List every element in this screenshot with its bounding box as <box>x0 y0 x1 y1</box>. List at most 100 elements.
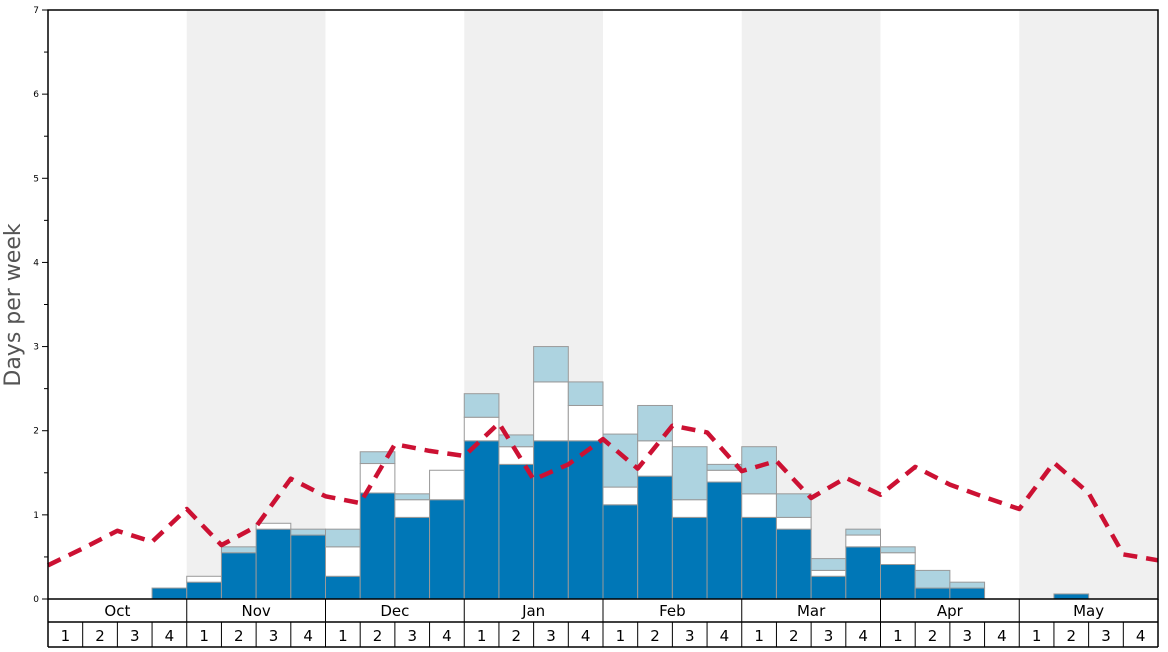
bar-segment <box>359 451 396 465</box>
week-label: 1 <box>61 627 71 645</box>
week-label: 4 <box>581 627 591 645</box>
bar-segment <box>706 481 743 600</box>
month-label: Oct <box>104 602 130 620</box>
bar-segment <box>845 528 881 536</box>
month-label: Nov <box>241 602 270 620</box>
week-label: 4 <box>303 627 313 645</box>
bar-segment <box>533 381 569 442</box>
bar-segment <box>567 440 604 600</box>
week-label: 4 <box>858 627 868 645</box>
week-label: 1 <box>616 627 626 645</box>
month-bands <box>186 10 1158 599</box>
bar-segment <box>463 393 500 418</box>
bar-segment <box>671 516 708 600</box>
y-tick-label: 0 <box>33 595 39 605</box>
bar-segment <box>880 546 916 554</box>
bar-segment <box>671 499 708 518</box>
bar-segment <box>463 440 500 600</box>
bar-segment <box>741 516 777 600</box>
week-label: 3 <box>685 627 695 645</box>
y-tick-label: 3 <box>33 343 39 353</box>
y-tick-label: 4 <box>33 258 39 268</box>
bar-segment <box>290 528 326 536</box>
week-label: 4 <box>165 627 175 645</box>
y-axis-label: Days per week <box>1 223 26 386</box>
line-series-path <box>47 420 1159 568</box>
week-label: 3 <box>824 627 834 645</box>
week-label: 1 <box>754 627 764 645</box>
month-band <box>186 10 326 599</box>
bar-segment <box>671 446 708 501</box>
bar-segment <box>255 528 292 600</box>
month-label: Feb <box>659 602 686 620</box>
bar-segment <box>498 463 535 600</box>
bar-segment <box>810 569 847 577</box>
bar-segment <box>775 528 812 600</box>
week-label: 3 <box>130 627 140 645</box>
bar-segment <box>220 552 257 600</box>
bar-segment <box>775 516 812 530</box>
bar-segment <box>255 522 292 530</box>
week-label: 3 <box>962 627 972 645</box>
bar-segment <box>880 552 916 566</box>
week-label: 3 <box>407 627 417 645</box>
week-label: 4 <box>442 627 452 645</box>
bar-segment <box>429 469 465 501</box>
y-axis: 0 1 2 3 4 5 6 7 <box>33 6 48 605</box>
week-label: 2 <box>234 627 244 645</box>
bar-segment <box>706 469 743 483</box>
bar-segment <box>325 546 361 577</box>
bar-segment <box>394 499 431 518</box>
week-label: 2 <box>373 627 383 645</box>
week-label: 3 <box>546 627 556 645</box>
bar-segment <box>290 534 326 600</box>
week-label: 1 <box>199 627 209 645</box>
week-label: 1 <box>893 627 903 645</box>
bar-segment <box>567 381 604 406</box>
bar-segment <box>359 492 396 600</box>
bar-segment <box>325 528 361 548</box>
y-tick-label: 7 <box>33 6 39 16</box>
bar-segment <box>810 558 847 571</box>
bar-segment <box>567 404 604 442</box>
bar-segment <box>914 587 951 600</box>
month-label: May <box>1073 602 1104 620</box>
week-label: 4 <box>997 627 1007 645</box>
bar-segment <box>220 546 257 554</box>
week-label: 1 <box>477 627 487 645</box>
bar-segment <box>775 493 812 518</box>
week-label: 1 <box>338 627 348 645</box>
week-label: 3 <box>1101 627 1111 645</box>
y-tick-label: 2 <box>33 427 39 437</box>
bar-segment <box>325 575 361 600</box>
bar-segment <box>810 575 847 600</box>
week-label: 1 <box>1032 627 1042 645</box>
plot-frame <box>47 9 1159 600</box>
month-label: Apr <box>937 602 964 620</box>
bars <box>151 346 1090 600</box>
bar-segment <box>394 516 431 600</box>
bar-segment <box>914 569 951 589</box>
bar-segment <box>429 499 465 600</box>
week-label: 2 <box>1067 627 1077 645</box>
x-axis: Oct 1 2 3 4 Nov 1 2 3 4 Dec 1 2 3 4 Jan 1 2 3 4 Feb 1 2 3 4 Mar 1 2… <box>47 599 1159 648</box>
bar-segment <box>602 504 639 600</box>
bar-segment <box>845 546 881 600</box>
bar-segment <box>602 433 639 488</box>
week-label: 4 <box>1136 627 1146 645</box>
week-label: 2 <box>789 627 799 645</box>
bar-segment <box>741 446 777 495</box>
week-label: 3 <box>269 627 279 645</box>
week-label: 2 <box>650 627 660 645</box>
week-label: 4 <box>720 627 730 645</box>
line-series <box>47 420 1159 568</box>
month-label: Mar <box>797 602 826 620</box>
bar-segment <box>359 463 396 494</box>
month-label: Dec <box>380 602 409 620</box>
bar-segment <box>498 434 535 448</box>
bar-segment <box>186 575 222 583</box>
bar-segment <box>151 587 188 600</box>
bar-segment <box>741 493 777 518</box>
bar-segment <box>394 493 431 501</box>
